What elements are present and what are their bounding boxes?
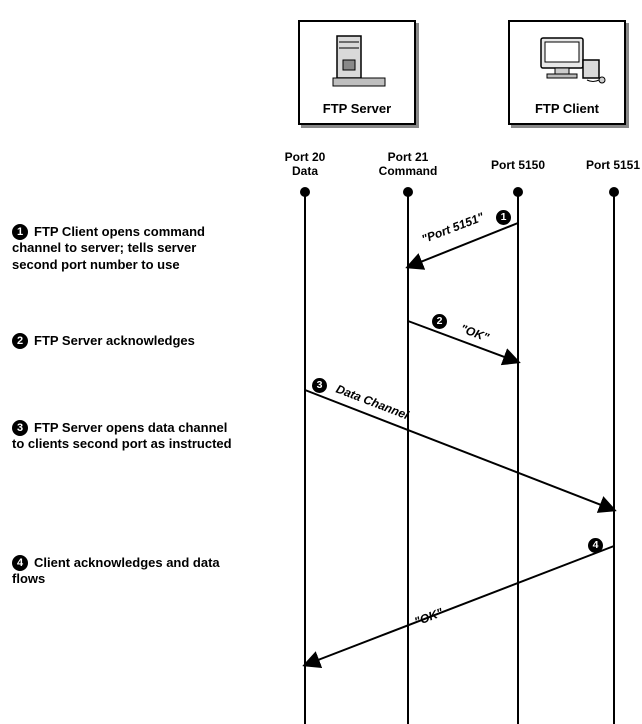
msg2-circle: 2 xyxy=(432,314,447,329)
msg1-circle: 1 xyxy=(496,210,511,225)
msg3-circle: 3 xyxy=(312,378,327,393)
msg4-circle: 4 xyxy=(588,538,603,553)
sequence-svg xyxy=(0,0,642,724)
